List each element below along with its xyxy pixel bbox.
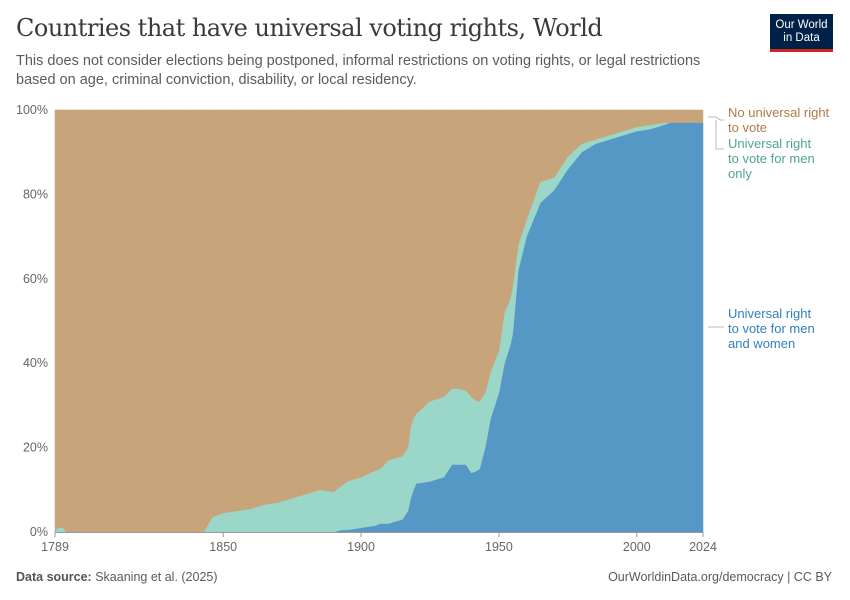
y-tick-label: 60% <box>23 272 48 286</box>
x-tick-label: 1850 <box>209 540 237 554</box>
chart-subtitle: This does not consider elections being p… <box>16 53 701 88</box>
source-label: Data source: <box>16 570 92 584</box>
area-layers <box>54 109 704 533</box>
area-no_right <box>54 109 704 533</box>
x-axis: 1789 1850 1900 1950 2000 2024 <box>41 532 717 554</box>
chart-title: Countries that have universal voting rig… <box>16 14 603 42</box>
owid-logo[interactable]: Our World in Data <box>770 14 833 52</box>
x-tick-label: 2024 <box>689 540 717 554</box>
x-tick-label: 1900 <box>347 540 375 554</box>
legend-connector-no-right <box>708 116 724 121</box>
legend-men-only[interactable]: Universal right to vote for men only <box>728 136 815 181</box>
y-tick-label: 40% <box>23 356 48 370</box>
y-tick-label: 80% <box>23 187 48 201</box>
x-tick-label: 1789 <box>41 540 69 554</box>
x-tick-label: 1950 <box>485 540 513 554</box>
data-source: Data source: Skaaning et al. (2025) <box>16 570 218 584</box>
y-tick-label: 20% <box>23 441 48 455</box>
y-tick-label: 0% <box>30 525 48 539</box>
area-chart: 0% 20% 40% 60% 80% 100% 1789 1850 1900 1950 2000 2… <box>16 103 830 554</box>
logo-text: Our World in Data <box>775 19 828 44</box>
legend-men-and-women[interactable]: Universal right to vote for men and women <box>728 306 815 351</box>
footer-url[interactable]: OurWorldinData.org/democracy | CC BY <box>608 570 832 584</box>
legend-connector-men-only <box>715 120 724 150</box>
y-tick-label: 100% <box>16 103 48 117</box>
source-link[interactable]: Skaaning et al. (2025) <box>95 570 218 584</box>
legend-no-right[interactable]: No universal right to vote <box>728 105 830 135</box>
x-tick-label: 2000 <box>623 540 651 554</box>
legend: No universal right to vote Universal righ… <box>708 105 830 351</box>
y-axis: 0% 20% 40% 60% 80% 100% <box>16 103 48 539</box>
